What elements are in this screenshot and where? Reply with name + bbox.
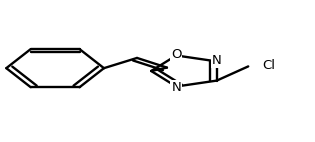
Text: N: N [212,54,222,67]
Text: N: N [171,81,181,94]
Text: Cl: Cl [262,59,275,72]
Text: O: O [171,48,181,61]
